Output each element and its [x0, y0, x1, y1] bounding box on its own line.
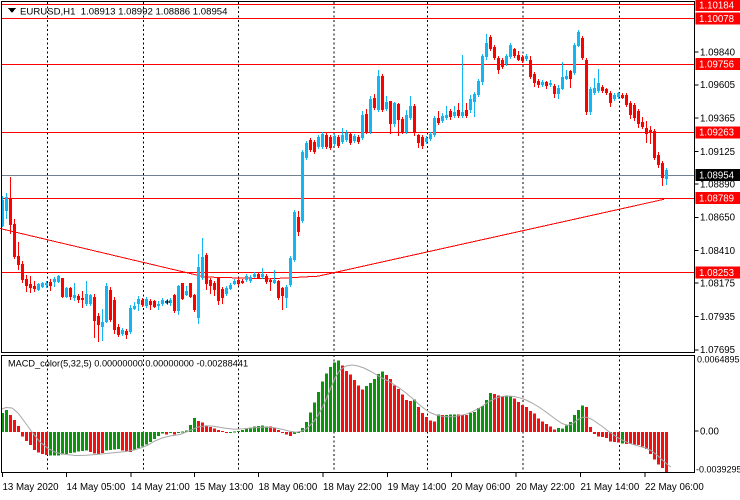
svg-text:1.09840: 1.09840: [700, 48, 736, 59]
svg-text:1.08650: 1.08650: [700, 213, 736, 224]
svg-text:1.08954: 1.08954: [699, 171, 735, 182]
svg-text:19 May 14:00: 19 May 14:00: [388, 482, 447, 493]
svg-text:MACD_color(5,32,5) 0.00000000: MACD_color(5,32,5) 0.00000000 0.00000000…: [8, 359, 248, 369]
svg-text:1.07935: 1.07935: [700, 312, 735, 323]
svg-text:1.09605: 1.09605: [700, 80, 735, 91]
svg-text:1.09125: 1.09125: [700, 147, 735, 158]
svg-text:1.07695: 1.07695: [700, 345, 735, 356]
svg-text:1.09263: 1.09263: [699, 128, 734, 139]
svg-text:1.09756: 1.09756: [699, 59, 734, 70]
svg-text:-0.0039295: -0.0039295: [696, 464, 740, 474]
svg-text:18 May 22:00: 18 May 22:00: [323, 482, 382, 493]
svg-text:1.08890: 1.08890: [700, 179, 736, 190]
svg-text:1.08175: 1.08175: [700, 279, 735, 290]
svg-text:13 May 2020: 13 May 2020: [3, 482, 60, 493]
svg-text:20 May 06:00: 20 May 06:00: [452, 482, 511, 493]
svg-text:1.09365: 1.09365: [700, 114, 735, 125]
svg-text:14 May 05:00: 14 May 05:00: [67, 482, 126, 493]
svg-text:14 May 21:00: 14 May 21:00: [131, 482, 190, 493]
svg-text:0.0064895: 0.0064895: [697, 354, 740, 364]
svg-text:1.08410: 1.08410: [700, 246, 736, 257]
svg-text:20 May 22:00: 20 May 22:00: [516, 482, 575, 493]
svg-text:15 May 13:00: 15 May 13:00: [195, 482, 254, 493]
svg-text:0.00: 0.00: [700, 426, 719, 437]
svg-text:1.08253: 1.08253: [699, 268, 734, 279]
svg-text:21 May 14:00: 21 May 14:00: [581, 482, 640, 493]
svg-text:22 May 06:00: 22 May 06:00: [645, 482, 704, 493]
svg-text:1.10184: 1.10184: [699, 0, 735, 11]
svg-text:1.08789: 1.08789: [699, 194, 734, 205]
svg-text:18 May 06:00: 18 May 06:00: [259, 482, 318, 493]
svg-text:EURUSD,H1 1.08913 1.08992 1.0: EURUSD,H1 1.08913 1.08992 1.08886 1.0895…: [20, 7, 228, 18]
svg-text:1.10078: 1.10078: [699, 14, 734, 25]
